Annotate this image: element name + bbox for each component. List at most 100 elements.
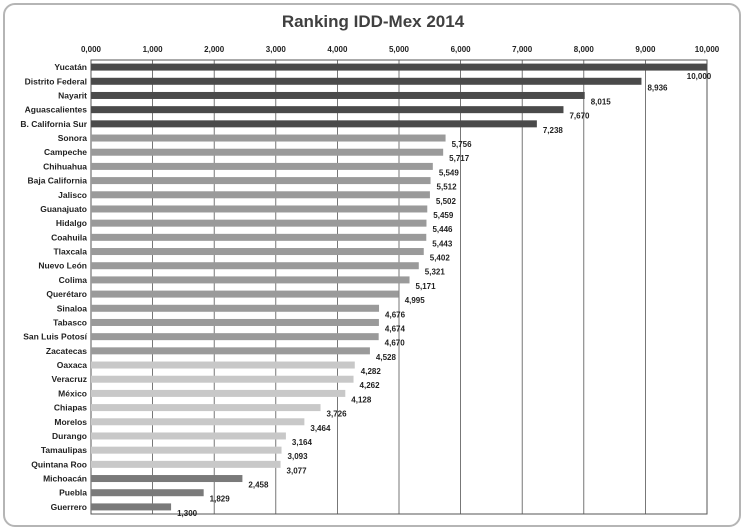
category-label: Nayarit bbox=[58, 90, 87, 100]
category-label: Baja California bbox=[27, 176, 87, 186]
bar bbox=[91, 475, 243, 483]
x-tick-label: 2,000 bbox=[204, 45, 225, 54]
category-label: Coahuila bbox=[51, 232, 87, 242]
x-tick-label: 0,000 bbox=[81, 45, 102, 54]
bar bbox=[91, 248, 424, 256]
value-label: 1,300 bbox=[177, 509, 198, 518]
value-label: 4,262 bbox=[360, 381, 381, 390]
category-label: San Luis Potosí bbox=[23, 332, 87, 342]
category-label: Aguascalientes bbox=[25, 105, 88, 115]
value-label: 3,093 bbox=[288, 452, 309, 461]
category-label: Chihuahua bbox=[43, 161, 87, 171]
bar bbox=[91, 333, 379, 341]
chart-title: Ranking IDD-Mex 2014 bbox=[281, 12, 465, 31]
category-label: Yucatán bbox=[54, 62, 87, 72]
value-label: 3,164 bbox=[292, 438, 313, 447]
value-label: 7,670 bbox=[569, 112, 590, 121]
category-label: Tlaxcala bbox=[53, 247, 87, 257]
category-label: Colima bbox=[59, 275, 88, 285]
value-label: 5,171 bbox=[416, 282, 437, 291]
bar bbox=[91, 219, 427, 227]
bar bbox=[91, 191, 430, 199]
value-label: 4,282 bbox=[361, 367, 382, 376]
value-label: 3,726 bbox=[327, 410, 348, 419]
bar bbox=[91, 432, 286, 440]
x-tick-label: 5,000 bbox=[389, 45, 410, 54]
bar bbox=[91, 404, 321, 412]
category-label: Durango bbox=[52, 431, 87, 441]
value-label: 4,128 bbox=[351, 395, 372, 404]
x-tick-label: 8,000 bbox=[574, 45, 595, 54]
value-label: 3,464 bbox=[310, 424, 331, 433]
bar bbox=[91, 177, 431, 185]
value-label: 5,459 bbox=[433, 211, 454, 220]
bar bbox=[91, 361, 355, 369]
x-tick-label: 10,000 bbox=[695, 45, 720, 54]
category-label: Quintana Roo bbox=[31, 459, 87, 469]
bar bbox=[91, 148, 444, 156]
value-label: 5,756 bbox=[452, 140, 473, 149]
category-label: Sinaloa bbox=[57, 303, 88, 313]
bar bbox=[91, 205, 428, 213]
category-label: Chiapas bbox=[54, 403, 87, 413]
value-label: 5,443 bbox=[432, 239, 453, 248]
value-label: 8,936 bbox=[647, 83, 668, 92]
bar bbox=[91, 233, 427, 241]
category-label: Guerrero bbox=[51, 502, 87, 512]
value-label: 5,502 bbox=[436, 197, 457, 206]
category-label: Oaxaca bbox=[57, 360, 88, 370]
value-label: 4,676 bbox=[385, 310, 406, 319]
category-label: Sonora bbox=[58, 133, 88, 143]
value-label: 5,512 bbox=[437, 183, 458, 192]
bar bbox=[91, 418, 305, 426]
bar bbox=[91, 134, 446, 142]
category-label: Tamaulipas bbox=[41, 445, 87, 455]
bar bbox=[91, 460, 281, 468]
category-label: Morelos bbox=[54, 417, 87, 427]
value-label: 4,528 bbox=[376, 353, 397, 362]
value-label: 4,995 bbox=[405, 296, 426, 305]
bar bbox=[91, 91, 585, 99]
bar bbox=[91, 262, 419, 270]
bar bbox=[91, 304, 380, 312]
value-label: 4,674 bbox=[385, 324, 406, 333]
category-label: Tabasco bbox=[53, 317, 87, 327]
category-label: Veracruz bbox=[52, 374, 87, 384]
bar bbox=[91, 77, 642, 85]
category-label: B. California Sur bbox=[20, 119, 87, 129]
bar bbox=[91, 162, 433, 170]
bar bbox=[91, 290, 399, 298]
value-label: 3,077 bbox=[287, 466, 308, 475]
value-label: 5,549 bbox=[439, 168, 460, 177]
x-tick-label: 6,000 bbox=[451, 45, 472, 54]
category-label: Querétaro bbox=[46, 289, 87, 299]
value-label: 1,829 bbox=[210, 495, 231, 504]
bar bbox=[91, 276, 410, 284]
bar bbox=[91, 389, 346, 397]
bar bbox=[91, 503, 172, 511]
value-label: 5,321 bbox=[425, 268, 446, 277]
x-tick-label: 9,000 bbox=[635, 45, 656, 54]
x-tick-label: 3,000 bbox=[266, 45, 287, 54]
category-label: Distrito Federal bbox=[25, 76, 87, 86]
category-label: México bbox=[58, 388, 87, 398]
category-label: Jalisco bbox=[58, 190, 87, 200]
category-label: Hidalgo bbox=[56, 218, 87, 228]
bar bbox=[91, 347, 370, 355]
bar bbox=[91, 106, 564, 114]
value-label: 5,717 bbox=[449, 154, 470, 163]
bar bbox=[91, 63, 707, 71]
category-label: Puebla bbox=[59, 488, 87, 498]
category-label: Michoacán bbox=[43, 474, 87, 484]
category-label: Guanajuato bbox=[40, 204, 87, 214]
x-tick-label: 7,000 bbox=[512, 45, 533, 54]
bar bbox=[91, 375, 354, 383]
value-label: 4,670 bbox=[385, 339, 406, 348]
category-label: Campeche bbox=[44, 147, 87, 157]
value-label: 5,402 bbox=[430, 254, 451, 263]
value-label: 8,015 bbox=[591, 97, 612, 106]
x-tick-label: 4,000 bbox=[327, 45, 348, 54]
value-label: 5,446 bbox=[432, 225, 453, 234]
value-label: 10,000 bbox=[687, 72, 712, 81]
